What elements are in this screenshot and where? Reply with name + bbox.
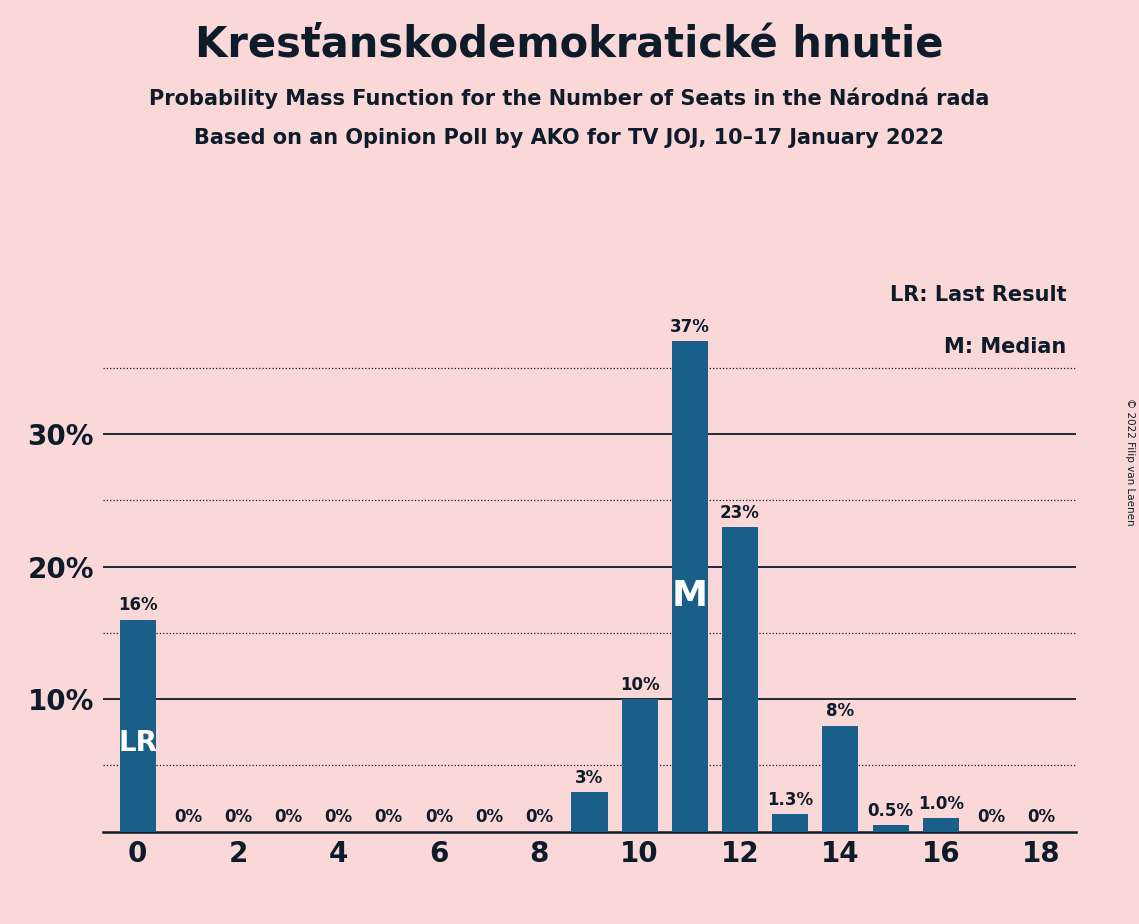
Bar [923,819,959,832]
Text: 0%: 0% [475,808,503,826]
Text: 3%: 3% [575,769,604,786]
Text: 16%: 16% [117,596,157,614]
Text: 8%: 8% [827,702,854,721]
Text: 0.5%: 0.5% [868,802,913,820]
Bar [672,342,708,832]
Text: 37%: 37% [670,318,710,336]
Text: 10%: 10% [620,675,659,694]
Text: 1.0%: 1.0% [918,795,964,813]
Bar [572,792,607,832]
Text: 23%: 23% [720,504,760,522]
Text: Probability Mass Function for the Number of Seats in the Národná rada: Probability Mass Function for the Number… [149,88,990,109]
Text: 0%: 0% [325,808,352,826]
Bar [722,527,759,832]
Text: 0%: 0% [375,808,403,826]
Text: Based on an Opinion Poll by AKO for TV JOJ, 10–17 January 2022: Based on an Opinion Poll by AKO for TV J… [195,128,944,148]
Bar [120,620,156,832]
Text: 0%: 0% [274,808,302,826]
Text: LR: LR [118,729,157,757]
Text: 0%: 0% [224,808,252,826]
Text: 0%: 0% [525,808,554,826]
Bar [872,825,909,832]
Text: Kresťanskodemokratické hnutie: Kresťanskodemokratické hnutie [195,23,944,65]
Text: 0%: 0% [425,808,453,826]
Text: M: Median: M: Median [944,337,1066,357]
Text: 1.3%: 1.3% [768,791,813,809]
Text: 0%: 0% [977,808,1005,826]
Text: © 2022 Filip van Laenen: © 2022 Filip van Laenen [1125,398,1134,526]
Bar [772,814,809,832]
Text: M: M [672,579,707,614]
Text: LR: Last Result: LR: Last Result [890,285,1066,305]
Text: 0%: 0% [1027,808,1055,826]
Text: 0%: 0% [174,808,202,826]
Bar [822,725,859,832]
Bar [622,699,657,832]
